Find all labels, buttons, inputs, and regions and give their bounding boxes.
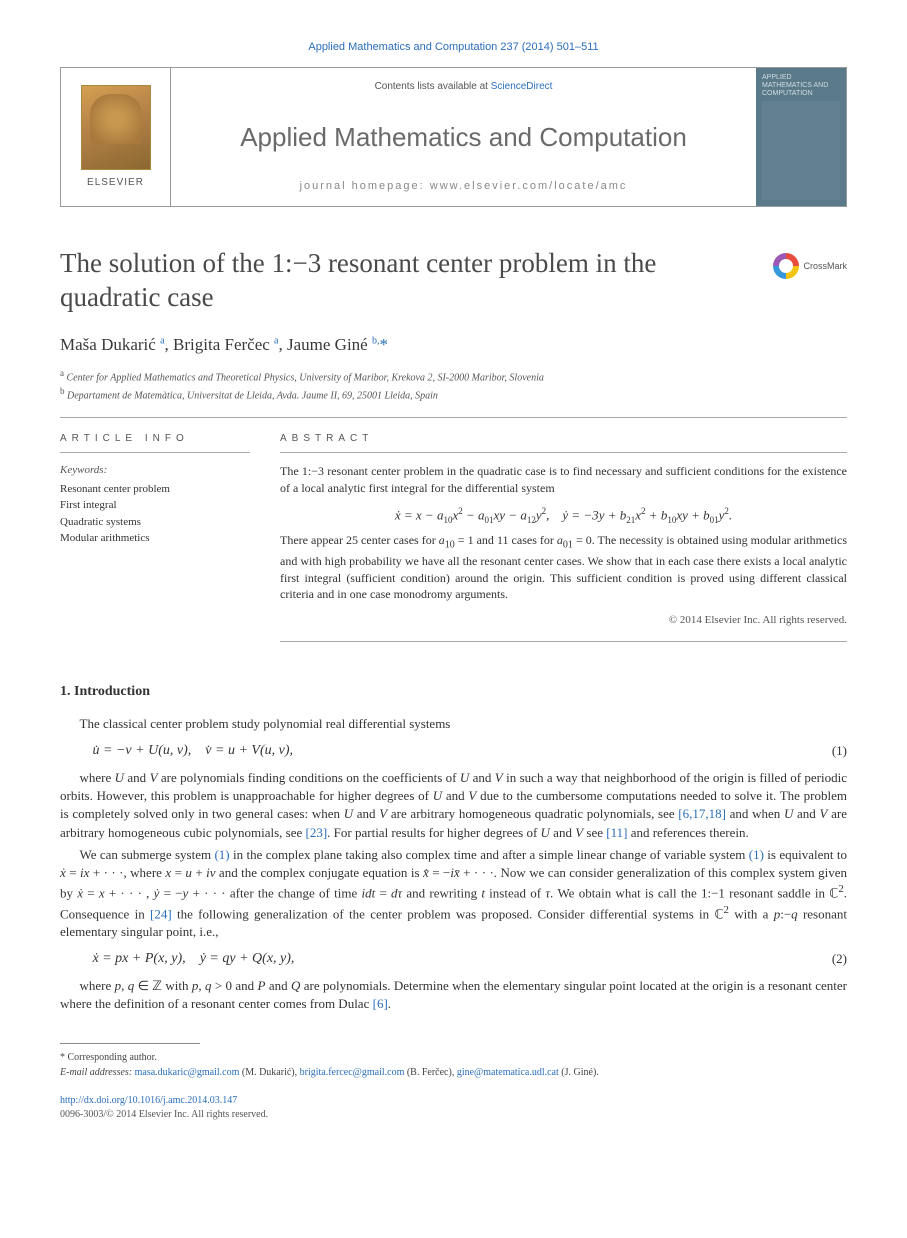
divider (60, 417, 847, 418)
doi-block: http://dx.doi.org/10.1016/j.amc.2014.03.… (60, 1094, 847, 1122)
keyword-item: Quadratic systems (60, 514, 250, 531)
equation-2: ẋ = px + P(x, y), ẏ = qy + Q(x, y), (2) (93, 949, 848, 969)
s1-p1: The classical center problem study polyn… (60, 715, 847, 733)
corresponding-note: * Corresponding author. (60, 1050, 847, 1065)
eq2-number: (2) (832, 950, 847, 968)
journal-title: Applied Mathematics and Computation (240, 119, 687, 155)
abstract-col: ABSTRACT The 1:−3 resonant center proble… (280, 432, 847, 641)
keyword-item: Resonant center problem (60, 481, 250, 498)
email-line: E-mail addresses: masa.dukaric@gmail.com… (60, 1065, 847, 1080)
ref-23[interactable]: [23] (306, 825, 328, 840)
s1-p2: where U and V are polynomials finding co… (60, 769, 847, 842)
contents-prefix: Contents lists available at (375, 81, 491, 92)
header-center: Contents lists available at ScienceDirec… (171, 68, 756, 206)
issn-copyright: 0096-3003/© 2014 Elsevier Inc. All right… (60, 1109, 268, 1120)
publisher-name: ELSEVIER (87, 176, 144, 190)
keyword-item: Modular arithmetics (60, 530, 250, 547)
elsevier-tree-icon (81, 85, 151, 170)
crossmark-badge[interactable]: CrossMark (773, 253, 847, 279)
abstract-p2: There appear 25 center cases for a10 = 1… (280, 532, 847, 603)
sciencedirect-link[interactable]: ScienceDirect (491, 81, 553, 92)
abstract-equation: ẋ = x − a10x2 − a01xy − a12y2, ẏ = −3y +… (280, 505, 847, 527)
cover-title: APPLIED MATHEMATICS AND COMPUTATION (762, 74, 840, 97)
affiliation-b: b Departament de Matemàtica, Universitat… (60, 385, 847, 403)
email-link[interactable]: brigita.fercec@gmail.com (300, 1067, 405, 1078)
abstract-bottom-rule (280, 641, 847, 642)
keywords-label: Keywords: (60, 463, 250, 478)
article-info-col: ARTICLE INFO Keywords: Resonant center p… (60, 432, 250, 641)
cover-body (762, 101, 840, 200)
publisher-logo: ELSEVIER (61, 68, 171, 206)
equation-1: u̇ = −v + U(u, v), v̇ = u + V(u, v), (1) (93, 741, 848, 761)
affiliations: a Center for Applied Mathematics and The… (60, 367, 847, 404)
abstract-heading: ABSTRACT (280, 432, 847, 453)
corresponding-text: Corresponding author. (68, 1052, 157, 1063)
crossmark-label: CrossMark (803, 260, 847, 273)
article-title: The solution of the 1:−3 resonant center… (60, 247, 753, 315)
affiliation-a-text: Center for Applied Mathematics and Theor… (67, 372, 544, 383)
s1-p3: We can submerge system (1) in the comple… (60, 846, 847, 942)
ref-11[interactable]: [11] (606, 825, 627, 840)
email-link[interactable]: gine@matematica.udl.cat (457, 1067, 559, 1078)
eq2-content: ẋ = px + P(x, y), ẏ = qy + Q(x, y), (93, 949, 832, 969)
abstract-p1: The 1:−3 resonant center problem in the … (280, 463, 847, 497)
emails-list: masa.dukaric@gmail.com (M. Dukarić), bri… (135, 1067, 599, 1078)
contents-available: Contents lists available at ScienceDirec… (375, 80, 553, 94)
affiliation-b-text: Departament de Matemàtica, Universitat d… (67, 390, 438, 401)
page: Applied Mathematics and Computation 237 … (0, 0, 907, 1162)
authors-line: Maša Dukarić a, Brigita Ferčec a, Jaume … (60, 333, 847, 357)
ref-eq1-a[interactable]: (1) (214, 847, 229, 862)
journal-homepage: journal homepage: www.elsevier.com/locat… (300, 179, 628, 194)
ref-eq1-b[interactable]: (1) (749, 847, 764, 862)
crossmark-icon (773, 253, 799, 279)
ref-6-17-18[interactable]: [6,17,18] (678, 806, 726, 821)
footnote-divider (60, 1043, 200, 1044)
journal-cover-thumb: APPLIED MATHEMATICS AND COMPUTATION (756, 68, 846, 206)
title-row: The solution of the 1:−3 resonant center… (60, 247, 847, 315)
email-label: E-mail addresses: (60, 1067, 132, 1078)
email-link[interactable]: masa.dukaric@gmail.com (135, 1067, 240, 1078)
ref-24[interactable]: [24] (150, 906, 172, 921)
affiliation-a: a Center for Applied Mathematics and The… (60, 367, 847, 385)
ref-6[interactable]: [6] (373, 996, 388, 1011)
keywords-list: Resonant center problemFirst integralQua… (60, 481, 250, 547)
s1-p4: where p, q ∈ ℤ with p, q > 0 and P and Q… (60, 977, 847, 1013)
section-1-heading: 1. Introduction (60, 682, 847, 702)
abstract-copyright: © 2014 Elsevier Inc. All rights reserved… (280, 613, 847, 628)
article-info-heading: ARTICLE INFO (60, 432, 250, 453)
citation-line: Applied Mathematics and Computation 237 … (60, 40, 847, 55)
footnotes: * Corresponding author. E-mail addresses… (60, 1050, 847, 1080)
doi-link[interactable]: http://dx.doi.org/10.1016/j.amc.2014.03.… (60, 1095, 237, 1106)
journal-header: ELSEVIER Contents lists available at Sci… (60, 67, 847, 207)
keyword-item: First integral (60, 497, 250, 514)
eq1-content: u̇ = −v + U(u, v), v̇ = u + V(u, v), (93, 741, 832, 761)
eq1-number: (1) (832, 742, 847, 760)
info-abstract-row: ARTICLE INFO Keywords: Resonant center p… (60, 432, 847, 641)
